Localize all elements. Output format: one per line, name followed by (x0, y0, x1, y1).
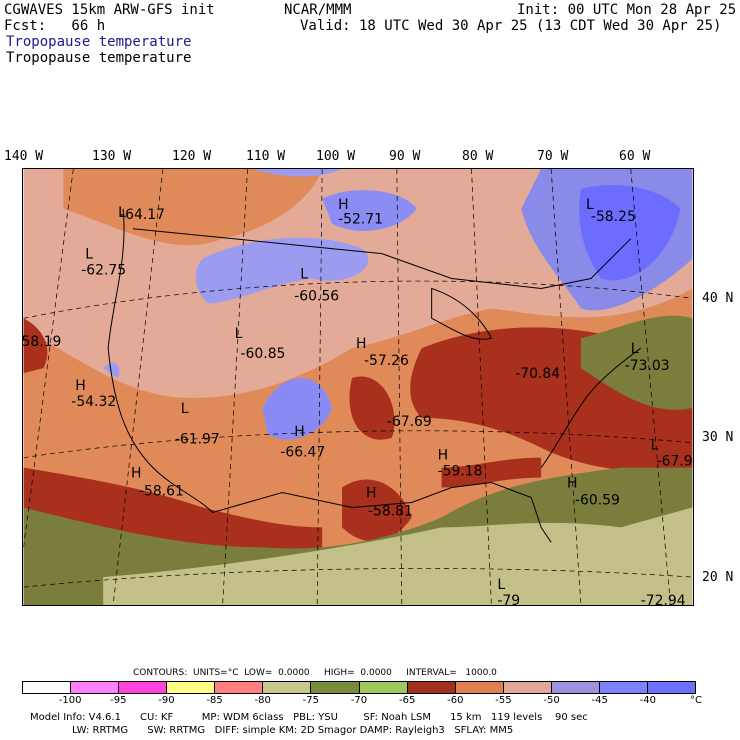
map-label-hl: L (181, 401, 189, 417)
map-label-hl: H (366, 485, 376, 501)
legend-swatch (407, 682, 456, 693)
legend-swatch (503, 682, 552, 693)
contours-info: CONTOURS: UNITS=°C LOW= 0.0000 HIGH= 0.0… (133, 668, 497, 678)
map-label-hl: H (356, 336, 366, 352)
legend-tick-label: -40 (639, 695, 657, 706)
legend-tick-label: -70 (350, 695, 368, 706)
map-label-hl: H (294, 424, 304, 440)
lon-label-70w: 70 W (537, 149, 569, 164)
legend-tick-label: -55 (495, 695, 512, 706)
legend-swatch (648, 682, 696, 693)
lat-label-20n: 20 N (702, 570, 734, 585)
map-label-hl: H (338, 197, 348, 213)
map-label-value: -66.47 (280, 445, 325, 461)
lon-label-90w: 90 W (389, 149, 421, 164)
map-label-value: -79 (497, 593, 520, 606)
model-info-line1: Model Info: V4.6.1 CU: KF MP: WDM 6class… (30, 712, 588, 723)
legend-swatch (23, 682, 72, 693)
legend-swatch (215, 682, 264, 693)
legend-swatch (167, 682, 216, 693)
map-label-hl: L (118, 205, 126, 221)
agency-label: NCAR/MMM (284, 2, 352, 18)
lon-label-120w: 120 W (172, 149, 212, 164)
legend-swatch (119, 682, 168, 693)
legend-tick-label: -80 (254, 695, 271, 706)
pressure-center-labels: L -64.17 H -52.71 L -58.25 L -62.75 L -6… (22, 197, 693, 606)
legend-tick-label: -85 (206, 695, 223, 706)
map-label-value: -73.03 (625, 358, 670, 374)
map-label-hl: H (131, 466, 141, 482)
map-label-value: -67.9 (657, 454, 693, 470)
field-title: Tropopause temperature (6, 50, 192, 66)
legend-swatch (311, 682, 360, 693)
lon-label-60w: 60 W (619, 149, 651, 164)
map-label-hl: H (438, 448, 448, 464)
lon-label-110w: 110 W (246, 149, 286, 164)
map-label-value: -72.94 (641, 593, 686, 606)
map-label-value: -67.69 (387, 414, 432, 430)
map-label-value: -70.84 (515, 366, 560, 382)
forecast-hour: Fcst: 66 h (4, 18, 106, 34)
map-label-hl: L (497, 577, 505, 593)
map-label-value: -58.25 (591, 209, 636, 225)
map-label-value: -54.32 (71, 394, 116, 410)
map-label-value: -64.17 (120, 207, 165, 223)
map-label-hl: L (300, 266, 308, 282)
color-legend-bar (22, 681, 696, 694)
legend-tick-label: °C (690, 695, 702, 706)
init-time: Init: 00 UTC Mon 28 Apr 25 (517, 2, 737, 18)
legend-swatch (599, 682, 649, 693)
map-label-value: -58.81 (368, 503, 413, 519)
map-label-value: -57.26 (364, 353, 409, 369)
map-label-value: 58.19 (22, 334, 61, 350)
model-title: CGWAVES 15km ARW-GFS init (4, 2, 215, 18)
legend-swatch (71, 682, 120, 693)
legend-tick-label: -45 (591, 695, 608, 706)
lon-label-80w: 80 W (462, 149, 494, 164)
legend-tick-label: -60 (447, 695, 464, 706)
field-title-blue: Tropopause temperature (6, 34, 192, 50)
legend-tick-label: -95 (110, 695, 127, 706)
map-label-value: -61.97 (175, 432, 220, 448)
model-info-line2: LW: RRTMG SW: RRTMG DIFF: simple KM: 2D … (72, 725, 514, 736)
legend-tick-label: -90 (158, 695, 175, 706)
map-label-hl: H (75, 378, 85, 394)
valid-time: Valid: 18 UTC Wed 30 Apr 25 (13 CDT Wed … (300, 18, 722, 34)
map-label-hl: L (85, 247, 93, 263)
legend-swatch (263, 682, 312, 693)
map-label-value: -60.56 (294, 288, 339, 304)
legend-swatch (455, 682, 504, 693)
tropopause-temperature-map: L -64.17 H -52.71 L -58.25 L -62.75 L -6… (22, 168, 694, 606)
lon-label-100w: 100 W (316, 149, 356, 164)
map-label-value: -60.85 (241, 346, 286, 362)
legend-swatch (551, 682, 600, 693)
lat-label-30n: 30 N (702, 430, 734, 445)
map-label-hl: L (651, 438, 659, 454)
map-label-value: -60.59 (575, 492, 620, 508)
map-label-hl: L (631, 341, 639, 357)
legend-tick-label: -100 (58, 695, 82, 706)
map-label-hl: L (235, 326, 243, 342)
map-label-value: -52.71 (338, 212, 383, 228)
lat-label-40n: 40 N (702, 291, 734, 306)
legend-tick-label: -75 (302, 695, 320, 706)
lon-label-130w: 130 W (92, 149, 132, 164)
lon-label-140w: 140 W (4, 149, 44, 164)
legend-tick-label: -50 (543, 695, 560, 706)
map-label-hl: H (567, 476, 577, 492)
map-label-value: -62.75 (81, 263, 126, 279)
map-label-value: -58.61 (139, 484, 184, 500)
legend-swatch (359, 682, 408, 693)
map-label-hl: L (586, 197, 594, 213)
map-label-value: -59.18 (438, 464, 483, 480)
legend-tick-label: -65 (398, 695, 416, 706)
